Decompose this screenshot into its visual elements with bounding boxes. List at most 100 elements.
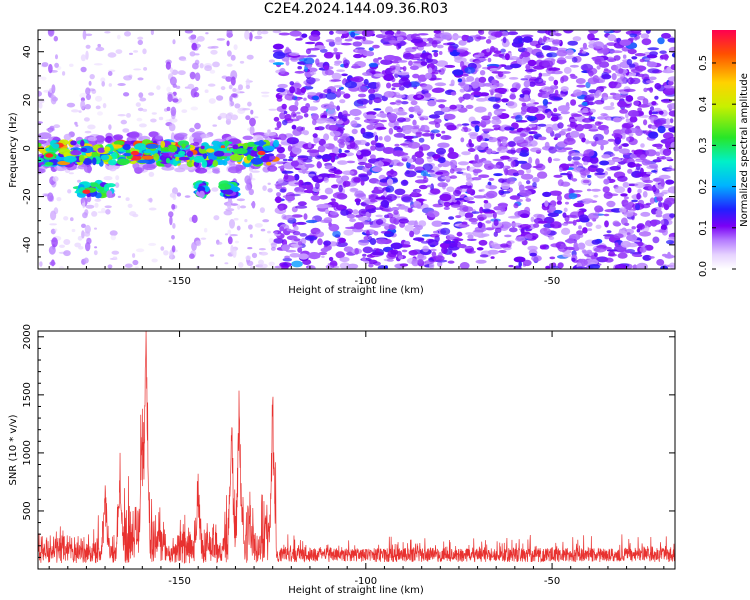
- heatmap-noise-blob: [294, 187, 305, 193]
- heatmap-speckle: [94, 198, 102, 202]
- heatmap-signal-halo: [161, 165, 175, 171]
- heatmap-x-axis-label: Height of straight line (km): [288, 285, 424, 296]
- heatmap-noise-blob: [493, 219, 499, 226]
- heatmap-noise-blob: [354, 116, 361, 121]
- heatmap-noise-blob: [477, 221, 483, 229]
- heatmap-streak: [51, 84, 56, 94]
- heatmap-noise-blob: [295, 205, 308, 209]
- heatmap-noise-blob: [528, 131, 534, 135]
- heatmap-noise-blob: [501, 182, 510, 190]
- heatmap-noise-blob: [340, 35, 345, 39]
- heatmap-streak: [250, 30, 255, 33]
- heatmap-streak: [168, 211, 174, 218]
- heatmap-speckle: [151, 258, 158, 263]
- heatmap-noise-blob: [362, 253, 367, 257]
- heatmap-speckle: [59, 266, 64, 269]
- heatmap-noise-blob: [525, 63, 531, 71]
- heatmap-noise-blob: [336, 120, 344, 125]
- heatmap-noise-blob: [355, 200, 361, 206]
- heatmap-noise-blob: [541, 60, 554, 68]
- heatmap-signal-blob: [106, 190, 113, 199]
- heatmap-speckle: [115, 49, 123, 54]
- heatmap-signal-blob: [208, 153, 217, 161]
- heatmap-noise-blob: [297, 247, 303, 253]
- heatmap-noise-blob: [648, 110, 653, 116]
- heatmap-noise-blob: [479, 70, 486, 76]
- heatmap-noise-blob: [368, 194, 375, 198]
- heatmap-noise-blob: [578, 225, 582, 230]
- heatmap-noise-blob: [635, 203, 641, 211]
- heatmap-noise-blob: [638, 231, 652, 237]
- heatmap-noise-blob: [417, 74, 428, 82]
- heatmap-noise-blob: [664, 197, 675, 205]
- heatmap-noise-blob: [473, 229, 485, 233]
- heatmap-noise-blob: [655, 209, 663, 216]
- heatmap-signal-halo: [113, 134, 124, 141]
- heatmap-noise-blob: [289, 30, 302, 37]
- heatmap-noise-blob: [479, 254, 489, 258]
- heatmap-noise-blob: [478, 239, 488, 246]
- heatmap-noise-blob: [375, 142, 382, 148]
- heatmap-noise-blob: [661, 32, 671, 39]
- heatmap-noise-blob: [513, 256, 526, 263]
- heatmap-speckle: [107, 52, 117, 58]
- heatmap-noise-blob: [594, 246, 607, 253]
- heatmap-speckle: [125, 197, 130, 202]
- heatmap-noise-blob: [398, 218, 409, 224]
- heatmap-noise-blob: [493, 127, 500, 131]
- heatmap-noise-blob: [364, 114, 377, 120]
- heatmap-noise-blob: [647, 47, 660, 51]
- heatmap-y-tick-label: 0: [22, 145, 33, 151]
- heatmap-noise-blob: [298, 185, 309, 188]
- heatmap-speckle: [115, 175, 120, 181]
- heatmap-noise-blob: [544, 200, 549, 207]
- heatmap-streak: [48, 63, 53, 74]
- heatmap-noise-blob: [613, 146, 620, 152]
- heatmap-noise-blob: [612, 93, 622, 101]
- heatmap-noise-blob: [657, 37, 665, 45]
- heatmap-noise-blob: [430, 248, 437, 252]
- heatmap-noise-blob: [557, 262, 564, 269]
- heatmap-noise-blob: [272, 62, 284, 66]
- heatmap-noise-blob: [662, 148, 672, 156]
- heatmap-noise-blob: [582, 227, 588, 234]
- heatmap-noise-blob: [378, 174, 386, 181]
- heatmap-noise-blob: [516, 198, 523, 203]
- heatmap-noise-blob: [412, 237, 425, 241]
- heatmap-noise-blob: [385, 185, 395, 193]
- heatmap-noise-blob: [489, 45, 496, 53]
- heatmap-noise-blob: [356, 98, 369, 105]
- heatmap-noise-blob: [449, 175, 458, 179]
- heatmap-streak: [248, 188, 254, 196]
- heatmap-noise-blob: [380, 200, 390, 208]
- heatmap-signal-blob: [153, 153, 160, 161]
- heatmap-noise-blob: [364, 260, 370, 264]
- heatmap-noise-blob: [338, 237, 347, 244]
- heatmap-y-tick-label: 40: [22, 45, 33, 58]
- heatmap-speckle: [85, 204, 95, 209]
- heatmap-noise-blob: [587, 33, 595, 41]
- heatmap-noise-blob: [526, 106, 539, 114]
- heatmap-noise-blob: [377, 57, 382, 60]
- heatmap-noise-blob: [307, 54, 317, 58]
- heatmap-noise-blob: [294, 70, 305, 74]
- heatmap-noise-blob: [621, 133, 626, 140]
- heatmap-noise-blob: [518, 37, 522, 43]
- heatmap-noise-blob: [358, 149, 372, 157]
- heatmap-speckle: [168, 118, 178, 123]
- heatmap-noise-blob: [289, 81, 295, 86]
- heatmap-signal-halo: [133, 167, 145, 173]
- heatmap-streak: [187, 83, 195, 90]
- heatmap-speckle: [149, 197, 153, 203]
- heatmap-noise-blob: [618, 68, 624, 74]
- heatmap-noise-blob: [410, 54, 415, 60]
- heatmap-noise-blob: [529, 99, 536, 104]
- heatmap-noise-blob: [573, 161, 580, 166]
- heatmap-noise-blob: [380, 230, 392, 234]
- heatmap-noise-blob: [562, 147, 573, 150]
- heatmap-speckle: [216, 241, 223, 245]
- heatmap-noise-blob: [361, 256, 366, 262]
- heatmap-noise-blob: [631, 226, 636, 230]
- heatmap-streak: [191, 241, 197, 251]
- heatmap-noise-blob: [487, 137, 498, 143]
